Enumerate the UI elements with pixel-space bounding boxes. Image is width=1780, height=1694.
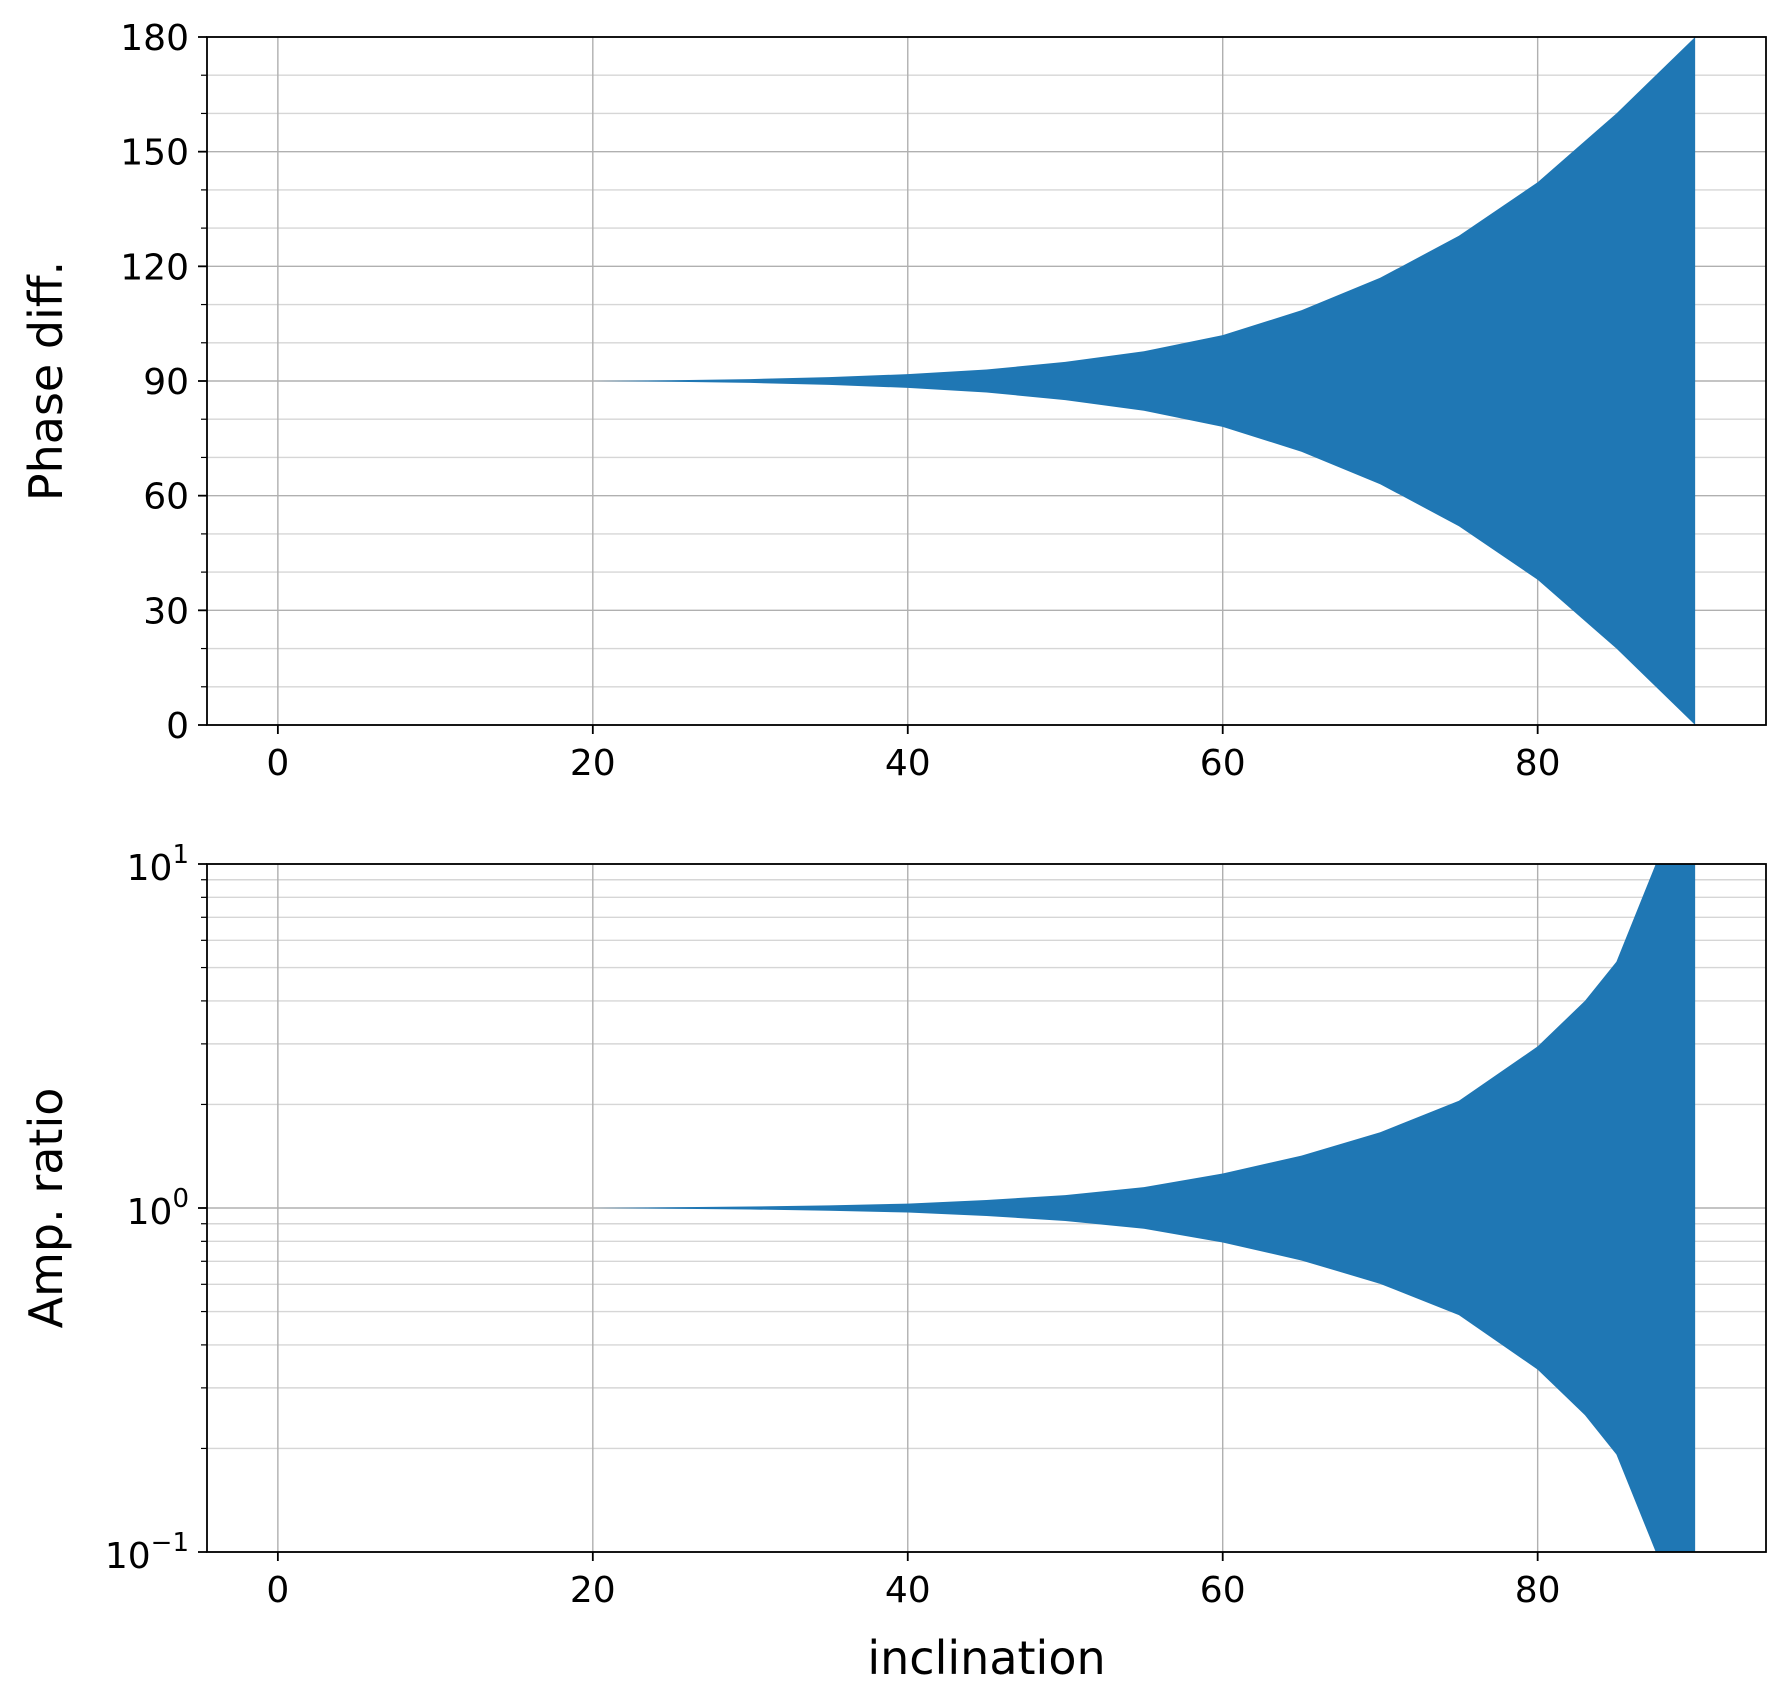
phase-diff-y-axis-label: Phase diff. — [19, 261, 73, 501]
amp-ratio-panel: 0 20 40 60 80 10−1 100 101 Amp. ratio inclinati… — [19, 840, 1767, 1685]
amp-ratio-x-tick-label: 20 — [570, 1570, 616, 1611]
phase-diff-x-tick-label: 0 — [266, 743, 289, 784]
phase-diff-x-tick-label: 80 — [1515, 743, 1561, 784]
phase-diff-y-tick-label: 120 — [120, 247, 189, 288]
amp-ratio-y-tick-label: 100 — [127, 1184, 189, 1233]
amp-ratio-area — [277, 864, 1696, 1552]
phase-diff-x-tick-label: 60 — [1200, 743, 1246, 784]
phase-diff-x-tick-label: 40 — [885, 743, 931, 784]
phase-diff-area — [277, 37, 1696, 725]
amp-ratio-x-tick-label: 80 — [1515, 1570, 1561, 1611]
phase-diff-y-tick-label: 150 — [120, 133, 189, 174]
phase-diff-y-tick-label: 180 — [120, 18, 189, 59]
amp-ratio-x-tick-label: 60 — [1200, 1570, 1246, 1611]
phase-diff-panel: 0 20 40 60 80 0 30 60 90 120 150 180 Phase diff. — [19, 18, 1767, 784]
phase-diff-y-tick-label: 30 — [143, 591, 189, 632]
amp-ratio-x-axis-label: inclination — [867, 1631, 1105, 1685]
phase-diff-y-tick-label: 90 — [143, 362, 189, 403]
amp-ratio-y-tick-label: 101 — [127, 840, 189, 889]
phase-diff-y-tick-label: 60 — [143, 477, 189, 518]
amp-ratio-y-axis-label: Amp. ratio — [19, 1088, 73, 1329]
phase-diff-y-tick-label: 0 — [166, 706, 189, 747]
amp-ratio-x-tick-label: 0 — [266, 1570, 289, 1611]
amp-ratio-x-tick-label: 40 — [885, 1570, 931, 1611]
amp-ratio-y-tick-label: 10−1 — [105, 1528, 189, 1577]
phase-diff-x-tick-label: 20 — [570, 743, 616, 784]
